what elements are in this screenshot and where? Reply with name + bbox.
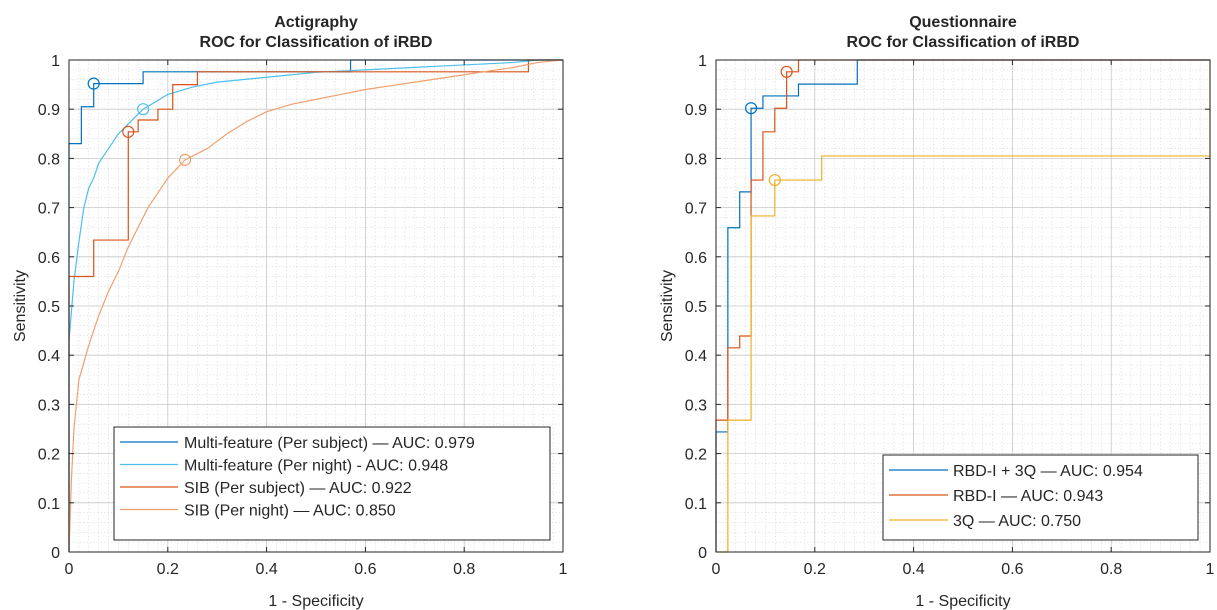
y-tick-label: 0.2	[685, 447, 707, 464]
legend-entry-4: SIB (Per night) — AUC: 0.850	[184, 503, 396, 520]
legend-entry-2: Multi-feature (Per night) - AUC: 0.948	[184, 458, 448, 475]
legend-box	[113, 426, 551, 541]
y-tick-label: 0.8	[685, 151, 707, 168]
legend-entry-1: Multi-feature (Per subject) — AUC: 0.979	[184, 435, 475, 452]
x-tick-label: 1	[559, 561, 568, 578]
series-line-2	[715, 59, 1210, 552]
y-tick-label: 1	[51, 53, 60, 70]
y-tick-label: 0.8	[38, 151, 60, 168]
operating-point-4	[178, 153, 192, 166]
x-tick-label: 0.2	[157, 561, 179, 578]
legend-box	[882, 454, 1199, 541]
chart-title-line-2: ROC for Classification of iRBD	[847, 34, 1080, 51]
chart-title-line-2: ROC for Classification of iRBD	[200, 34, 433, 51]
operating-point-3	[768, 173, 781, 187]
y-tick-label: 0	[51, 545, 60, 562]
legend-entry-1: RBD-I + 3Q — AUC: 0.954	[953, 463, 1143, 480]
y-tick-label: 0.6	[685, 250, 707, 267]
series-line-3	[716, 60, 1211, 553]
y-tick-label: 0.7	[38, 201, 60, 218]
y-tick-label: 0.3	[38, 397, 60, 414]
legend-entry-3: 3Q — AUC: 0.750	[953, 513, 1081, 530]
series-line-4	[68, 59, 564, 553]
series-line-3	[68, 59, 563, 552]
y-tick-label: 0.2	[38, 447, 60, 464]
series-line-1	[68, 59, 563, 552]
y-tick-label: 0.1	[38, 496, 60, 513]
x-axis-label: 1 - Specificity	[268, 593, 363, 610]
legend-entry-2: RBD-I — AUC: 0.943	[953, 488, 1103, 505]
legend: Multi-feature (Per subject) — AUC: 0.979…	[113, 426, 551, 541]
y-tick-label: 0.6	[38, 250, 60, 267]
y-tick-label: 0.1	[685, 496, 707, 513]
y-tick-label: 0.9	[685, 102, 707, 119]
operating-point-2	[780, 65, 793, 78]
legend-entry-3: SIB (Per subject) — AUC: 0.922	[184, 480, 412, 497]
legend: RBD-I + 3Q — AUC: 0.954 RBD-I — AUC: 0.94…	[882, 454, 1199, 541]
x-axis-label: 1 - Specificity	[915, 593, 1010, 610]
operating-point-1	[87, 77, 100, 90]
y-tick-label: 1	[698, 53, 707, 70]
x-tick-label: 0.8	[1100, 561, 1122, 578]
chart-title-line-1: Questionnaire	[909, 14, 1017, 31]
x-tick-label: 0.6	[1001, 561, 1023, 578]
y-tick-label: 0.5	[685, 299, 707, 316]
x-tick-label: 1	[1206, 561, 1215, 578]
chart-title-line-1: Actigraphy	[274, 14, 358, 31]
y-tick-label: 0.4	[38, 348, 60, 365]
y-tick-label: 0.5	[38, 299, 60, 316]
x-tick-label: 0	[65, 561, 74, 578]
operating-point-2	[137, 103, 150, 116]
y-axis-label: Sensitivity	[659, 270, 676, 342]
chart-panel-1: 0 0.2 0.4 0.6 0.8 1 0 0.1 0.2 0.3 0.4 0.5 0.6 0.7 0.8 0…	[12, 14, 568, 610]
x-tick-label: 0.6	[354, 561, 376, 578]
x-tick-label: 0.4	[902, 561, 924, 578]
y-tick-label: 0.9	[38, 102, 60, 119]
operating-point-1	[744, 102, 758, 115]
x-tick-label: 0.8	[453, 561, 475, 578]
x-tick-label: 0	[712, 561, 721, 578]
x-tick-label: 0.2	[804, 561, 826, 578]
x-tick-label: 0.4	[255, 561, 277, 578]
y-tick-label: 0	[698, 545, 707, 562]
chart-panel-2: 0 0.2 0.4 0.6 0.8 1 0 0.1 0.2 0.3 0.4 0.5 0.6 0.7 0.8 0…	[659, 14, 1215, 610]
y-axis-label: Sensitivity	[12, 270, 29, 342]
y-tick-label: 0.3	[685, 397, 707, 414]
series-line-2	[68, 59, 563, 552]
y-tick-label: 0.4	[685, 348, 707, 365]
y-tick-label: 0.7	[685, 201, 707, 218]
operating-point-3	[122, 125, 135, 138]
